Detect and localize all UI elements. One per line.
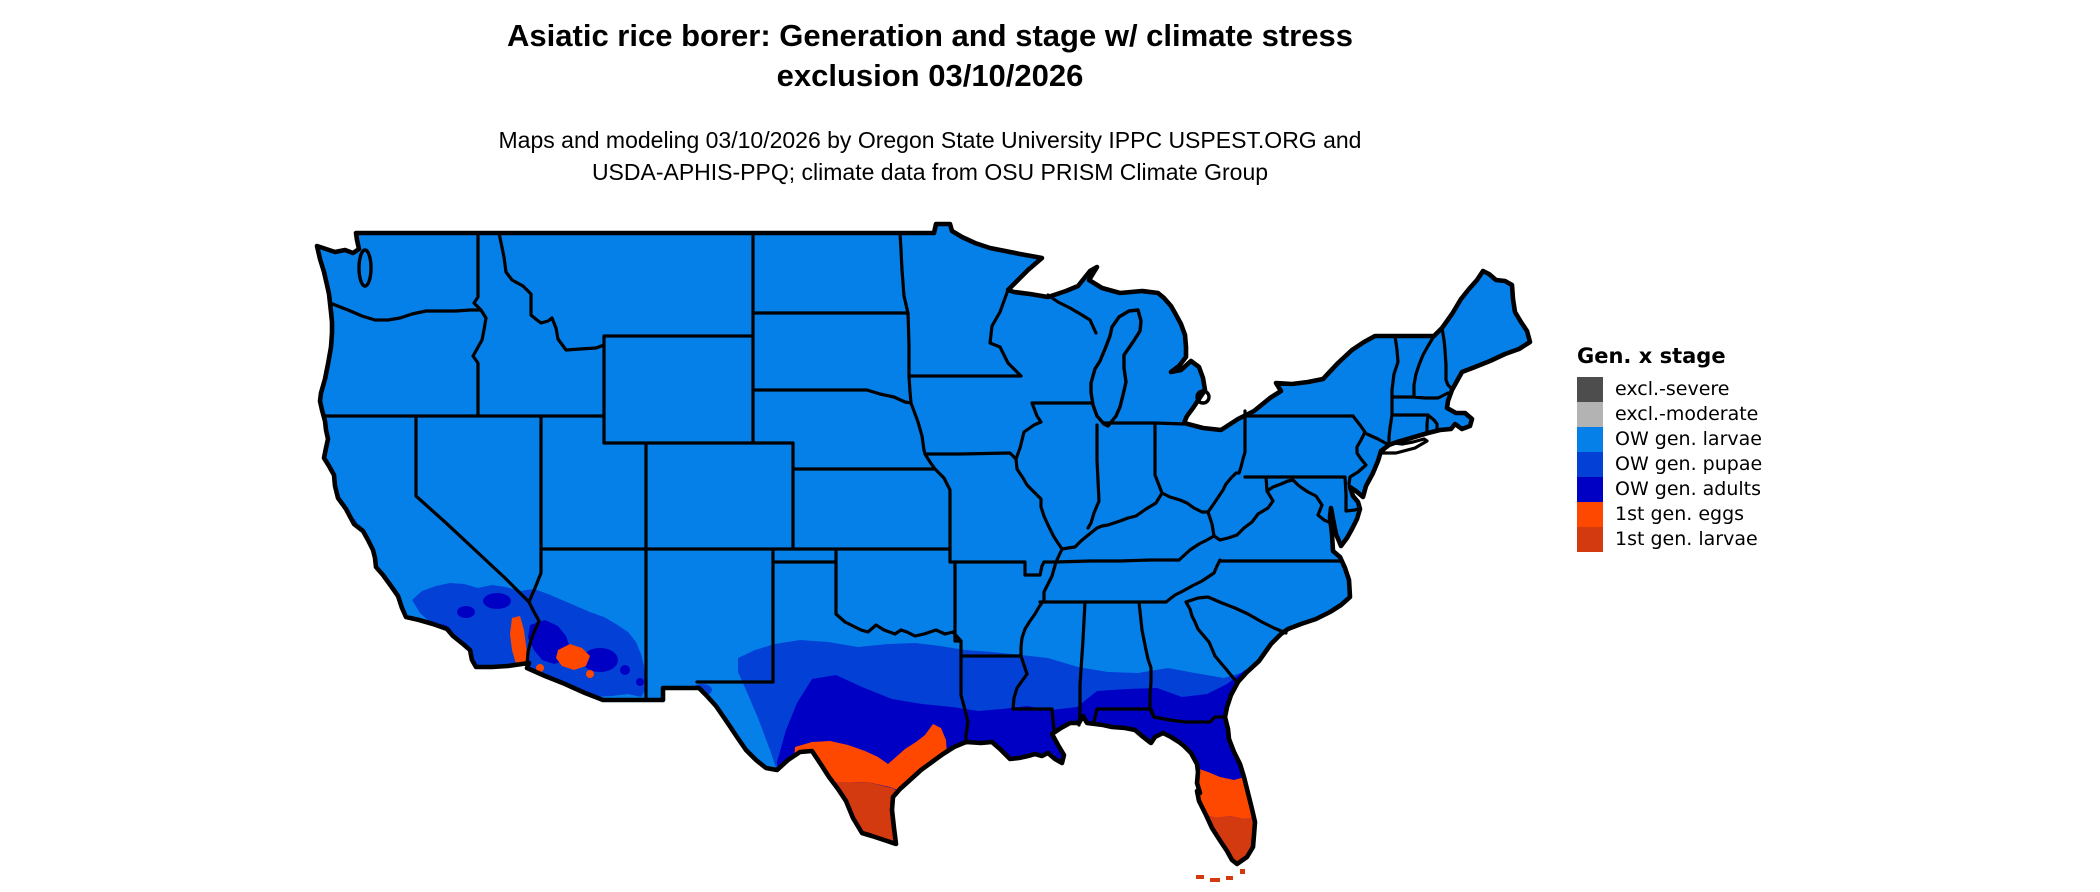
lake-michigan bbox=[1089, 308, 1143, 428]
legend-swatch-ow-adults bbox=[1577, 477, 1603, 502]
map-region-larvae1-texas bbox=[785, 754, 897, 846]
legend-title: Gen. x stage bbox=[1577, 344, 1726, 368]
puget-sound bbox=[357, 248, 373, 288]
map-region-florida-keys bbox=[1196, 869, 1245, 882]
state-borders bbox=[324, 231, 1453, 745]
us-outline bbox=[314, 221, 1533, 867]
legend-swatch-ow-larvae bbox=[1577, 427, 1603, 452]
legend-swatch-excl-severe bbox=[1577, 377, 1603, 402]
map-subtitle: Maps and modeling 03/10/2026 by Oregon S… bbox=[0, 124, 1860, 188]
legend-item-ow-pupae: OW gen. pupae bbox=[1577, 452, 1762, 477]
legend-label-excl-moderate: excl.-moderate bbox=[1615, 403, 1759, 425]
legend-swatch-ow-pupae bbox=[1577, 452, 1603, 477]
legend-label-ow-larvae: OW gen. larvae bbox=[1615, 428, 1762, 450]
legend-label-1st-larvae: 1st gen. larvae bbox=[1615, 528, 1758, 550]
legend-item-ow-adults: OW gen. adults bbox=[1577, 477, 1762, 502]
legend-item-excl-moderate: excl.-moderate bbox=[1577, 402, 1762, 427]
legend-item-1st-larvae: 1st gen. larvae bbox=[1577, 527, 1762, 552]
map-title-line2: exclusion 03/10/2026 bbox=[776, 58, 1084, 93]
legend-label-1st-eggs: 1st gen. eggs bbox=[1615, 503, 1745, 525]
map-region-eggs-texas bbox=[793, 724, 947, 790]
legend-item-ow-larvae: OW gen. larvae bbox=[1577, 427, 1762, 452]
legend-label-ow-pupae: OW gen. pupae bbox=[1615, 453, 1763, 475]
map-subtitle-line1: Maps and modeling 03/10/2026 by Oregon S… bbox=[498, 127, 1362, 153]
map-title-line1: Asiatic rice borer: Generation and stage… bbox=[507, 18, 1353, 53]
map-region-eggs-florida bbox=[1196, 768, 1254, 819]
map-region-eggs-southwest bbox=[510, 616, 594, 678]
map-region-larvae1-florida bbox=[1203, 814, 1255, 864]
legend-item-1st-eggs: 1st gen. eggs bbox=[1577, 502, 1762, 527]
legend-label-ow-adults: OW gen. adults bbox=[1615, 478, 1762, 500]
legend-swatch-1st-larvae bbox=[1577, 527, 1603, 552]
map-subtitle-line2: USDA-APHIS-PPQ; climate data from OSU PR… bbox=[591, 159, 1269, 185]
legend: Gen. x stage excl.-severe excl.-moderate… bbox=[1577, 344, 1762, 552]
legend-swatch-excl-moderate bbox=[1577, 402, 1603, 427]
legend-item-excl-severe: excl.-severe bbox=[1577, 377, 1762, 402]
legend-label-excl-severe: excl.-severe bbox=[1615, 378, 1730, 400]
legend-swatch-1st-eggs bbox=[1577, 502, 1603, 527]
titles: Asiatic rice borer: Generation and stage… bbox=[0, 16, 1860, 188]
